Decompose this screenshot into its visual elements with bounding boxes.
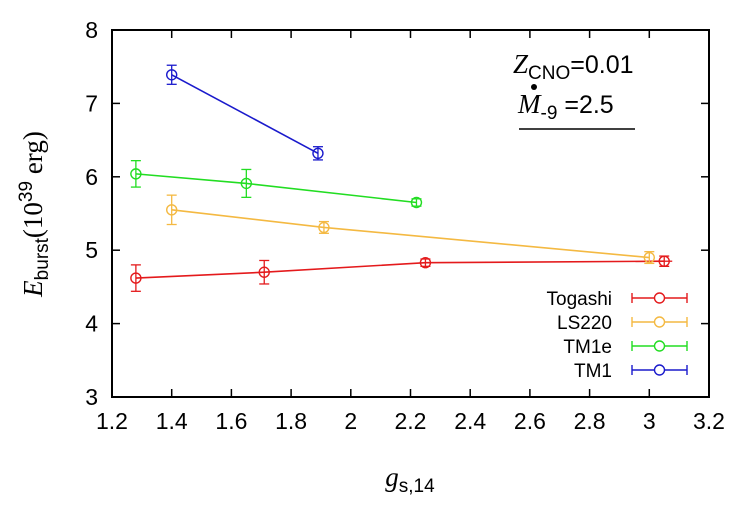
legend-label: TM1e [563, 337, 612, 358]
x-tick-label: 2.6 [514, 408, 546, 434]
x-tick-label: 1.2 [96, 408, 128, 434]
x-tick-label: 3.2 [693, 408, 725, 434]
data-point [318, 221, 330, 234]
data-point [410, 196, 423, 209]
legend-label: Togashi [547, 289, 613, 310]
legend-marker [653, 292, 666, 304]
legend: Togashi LS220 TM1e TM1 [547, 289, 688, 382]
data-point [165, 69, 178, 81]
series-tm1e [130, 160, 423, 209]
series-line [171, 74, 319, 155]
x-axis-label: gs,14 [385, 462, 435, 497]
legend-marker [653, 316, 666, 328]
y-tick-label: 4 [85, 311, 98, 337]
y-tick-label: 6 [85, 164, 98, 190]
y-tick-label: 8 [85, 17, 98, 43]
series-tm1 [165, 64, 324, 161]
series-line [135, 173, 417, 204]
x-tick-label: 2.4 [454, 408, 486, 434]
legend-marker [653, 364, 666, 376]
y-tick-label: 7 [85, 90, 98, 116]
series-line [135, 260, 665, 279]
y-tick-label: 3 [85, 384, 98, 410]
x-tick-label: 1.8 [275, 408, 307, 434]
series-line [171, 209, 650, 259]
y-axis-label: Eburst(1039 erg) [16, 131, 53, 298]
annotation: ZCNO=0.01 M-9 =2.5 [513, 49, 635, 130]
legend-label: LS220 [557, 313, 612, 334]
data-point [130, 272, 142, 284]
data-point [258, 266, 270, 278]
x-tick-label: 1.6 [215, 408, 247, 434]
series-layer [130, 64, 673, 292]
axis-ticks: 1.2 1.4 1.6 1.8 2 2.2 2.4 2.6 2.8 3 3.2 3 4 5 6 7 8 [85, 17, 725, 434]
data-point [240, 177, 253, 190]
x-tick-label: 2.2 [395, 408, 427, 434]
annotation-line1: ZCNO=0.01 [513, 49, 634, 84]
legend-label: TM1 [574, 361, 612, 382]
series-togashi [130, 255, 673, 292]
data-point [658, 255, 670, 267]
legend-marker [653, 340, 666, 352]
data-point [419, 256, 432, 269]
x-tick-label: 2.8 [574, 408, 606, 434]
x-tick-label: 2 [344, 408, 357, 434]
data-point [312, 147, 324, 160]
series-ls220 [165, 194, 655, 265]
x-tick-label: 1.4 [156, 408, 188, 434]
mdot-dot [531, 84, 537, 90]
data-point [165, 204, 178, 216]
x-tick-label: 3 [643, 408, 656, 434]
y-tick-label: 5 [85, 237, 98, 263]
data-point [643, 251, 655, 264]
data-point [130, 168, 142, 180]
annotation-line2: M-9 =2.5 [517, 89, 614, 124]
